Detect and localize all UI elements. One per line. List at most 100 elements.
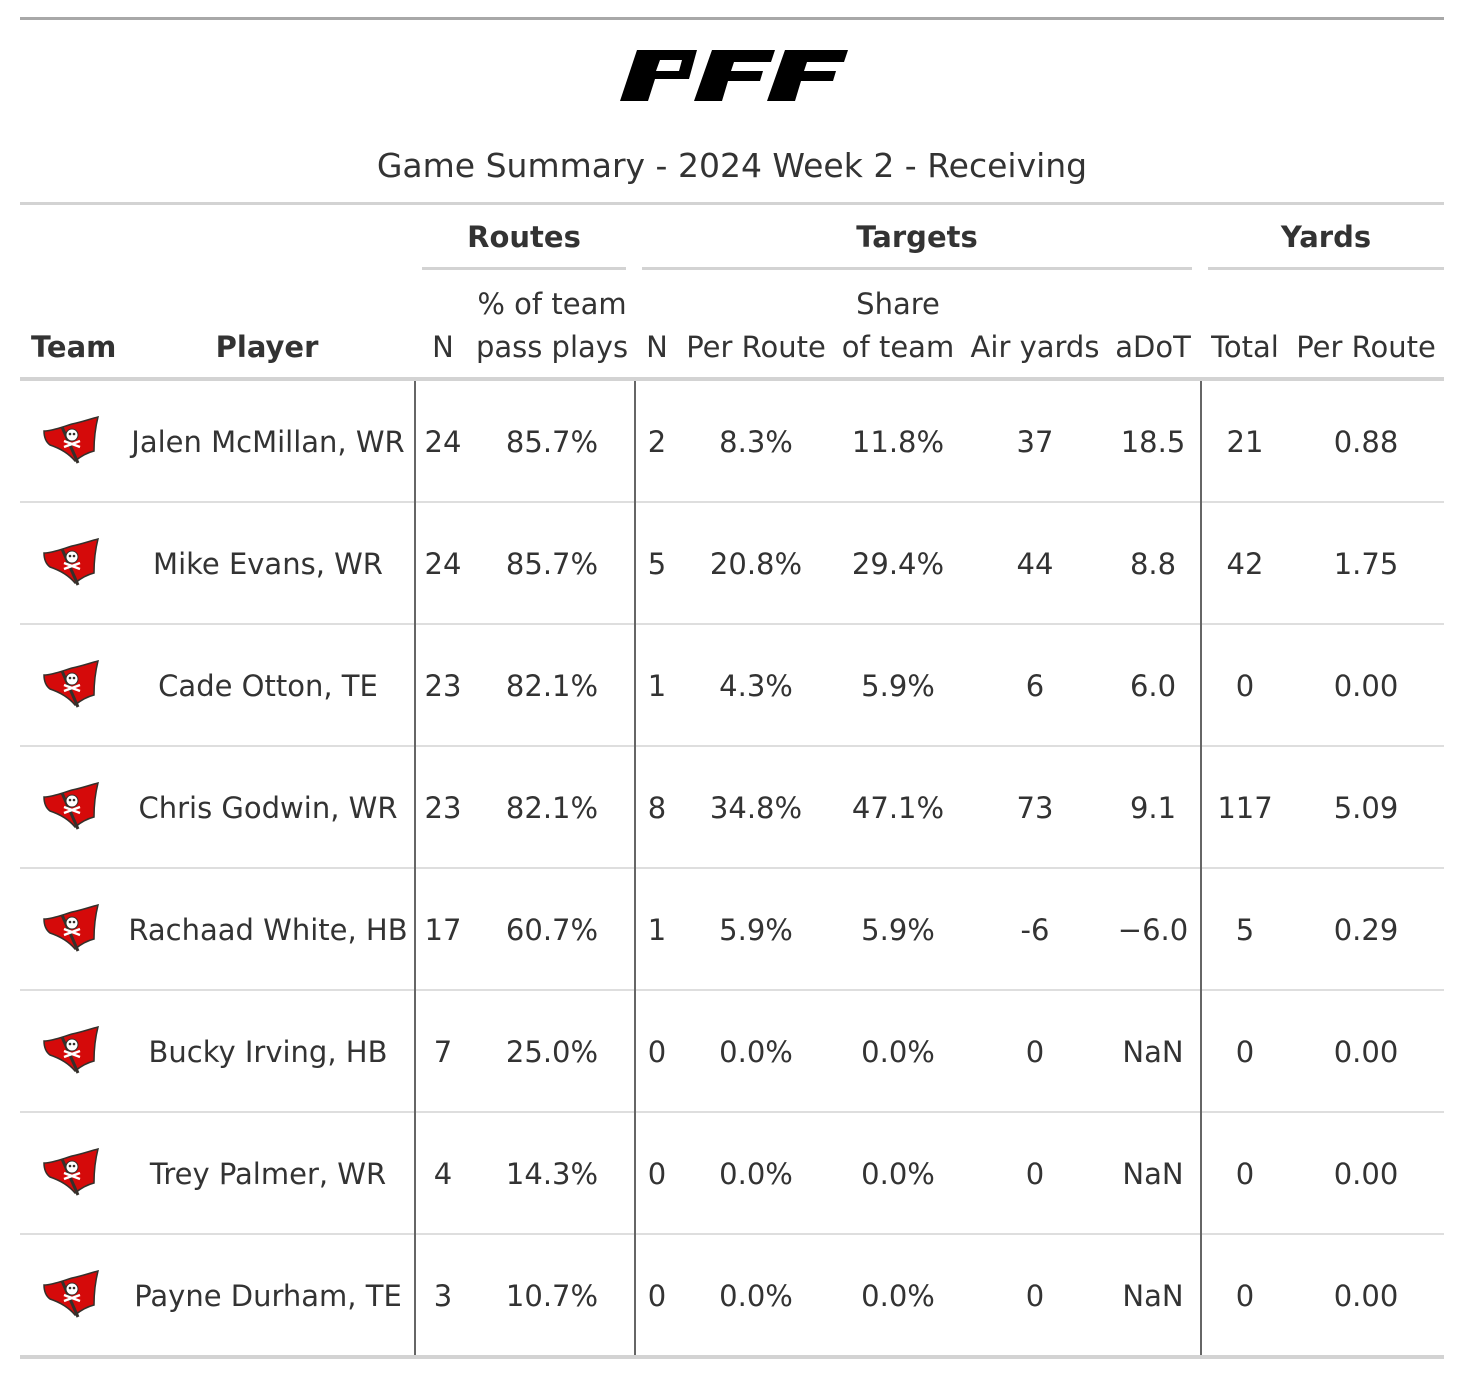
spanner-routes-line [422,267,626,270]
spanner-targets: Targets [856,220,978,254]
cell-targets-share: 0.0% [861,1035,935,1069]
cell-adot: 9.1 [1129,791,1177,825]
cell-routes-pct: 85.7% [505,425,599,459]
cell-yards-per-route: 0.00 [1333,1035,1399,1069]
cell-routes-pct: 85.7% [505,547,599,581]
cell-yards-total: 42 [1226,547,1264,581]
cell-routes-n: 24 [424,547,462,581]
divider-yards [1200,381,1202,1357]
cell-air-yards: 0 [1025,1035,1045,1069]
row-separator [20,1111,1444,1113]
header-rule [20,377,1444,381]
cell-air-yards: 44 [1016,547,1054,581]
table-title: Game Summary - 2024 Week 2 - Receiving [376,146,1088,185]
cell-targets-share: 5.9% [861,669,935,703]
table-row: Bucky Irving, HB 7 25.0% 0 0.0% 0.0% 0 NaN 0 0.00 [20,991,1444,1113]
cell-routes-pct: 82.1% [505,791,599,825]
cell-targets-per-route: 20.8% [709,547,803,581]
cell-player: Payne Durham, TE [134,1279,402,1313]
cell-targets-per-route: 34.8% [709,791,803,825]
cell-targets-share: 11.8% [851,425,945,459]
col-targets-per-route: Per Route [686,330,826,364]
spanner-yards: Yards [1280,220,1372,254]
cell-routes-n: 3 [433,1279,453,1313]
cell-targets-n: 1 [647,913,667,947]
cell-targets-n: 0 [647,1279,667,1313]
cell-targets-per-route: 8.3% [719,425,793,459]
cell-adot: NaN [1122,1279,1184,1313]
row-separator [20,501,1444,503]
cell-routes-n: 17 [424,913,462,947]
cell-yards-total: 0 [1235,1279,1255,1313]
cell-yards-total: 5 [1235,913,1255,947]
divider-routes [414,381,416,1357]
cell-targets-per-route: 0.0% [719,1157,793,1191]
cell-targets-per-route: 5.9% [719,913,793,947]
cell-targets-n: 5 [647,547,667,581]
cell-targets-share: 0.0% [861,1279,935,1313]
buccaneers-flag-icon [42,415,100,465]
col-routes-n: N [432,330,454,364]
buccaneers-flag-icon [42,659,100,709]
pff-logo [620,50,848,101]
table-row: Mike Evans, WR 24 85.7% 5 20.8% 29.4% 44 8.8 42 1… [20,503,1444,625]
spanner-routes: Routes [467,220,581,254]
buccaneers-flag-icon [42,537,100,587]
cell-targets-share: 5.9% [861,913,935,947]
cell-routes-n: 24 [424,425,462,459]
cell-routes-n: 23 [424,791,462,825]
cell-targets-share: 29.4% [851,547,945,581]
cell-adot: −6.0 [1117,913,1189,947]
col-routes-pct-line2: pass plays [475,330,629,364]
cell-routes-pct: 82.1% [505,669,599,703]
cell-player: Bucky Irving, HB [148,1035,388,1069]
cell-routes-pct: 14.3% [505,1157,599,1191]
top-rule [20,17,1444,20]
cell-air-yards: 0 [1025,1279,1045,1313]
row-separator [20,745,1444,747]
table-row: Payne Durham, TE 3 10.7% 0 0.0% 0.0% 0 NaN 0 0.00 [20,1235,1444,1357]
buccaneers-flag-icon [42,1269,100,1319]
cell-adot: NaN [1122,1157,1184,1191]
cell-yards-total: 0 [1235,1157,1255,1191]
cell-adot: NaN [1122,1035,1184,1069]
row-separator [20,867,1444,869]
cell-adot: 6.0 [1129,669,1177,703]
cell-air-yards: 73 [1016,791,1054,825]
col-yards-total: Total [1211,330,1279,364]
bottom-rule [20,1355,1444,1359]
row-separator [20,989,1444,991]
cell-yards-per-route: 5.09 [1333,791,1399,825]
cell-player: Mike Evans, WR [153,547,383,581]
cell-adot: 18.5 [1120,425,1186,459]
title-rule [20,202,1444,205]
cell-yards-total: 0 [1235,1035,1255,1069]
divider-targets [634,381,636,1357]
col-air-yards: Air yards [970,330,1100,364]
buccaneers-flag-icon [42,903,100,953]
table-row: Trey Palmer, WR 4 14.3% 0 0.0% 0.0% 0 NaN 0 0.00 [20,1113,1444,1235]
col-share-line1: Share [856,287,940,321]
cell-targets-n: 8 [647,791,667,825]
cell-targets-n: 0 [647,1157,667,1191]
col-routes-pct-line1: % of team [477,287,627,321]
cell-adot: 8.8 [1129,547,1177,581]
cell-targets-per-route: 4.3% [719,669,793,703]
col-adot: aDoT [1115,330,1191,364]
cell-yards-total: 0 [1235,669,1255,703]
row-separator [20,1233,1444,1235]
cell-yards-per-route: 0.00 [1333,1279,1399,1313]
cell-targets-share: 47.1% [851,791,945,825]
cell-targets-n: 0 [647,1035,667,1069]
cell-air-yards: 37 [1016,425,1054,459]
cell-air-yards: 0 [1025,1157,1045,1191]
row-separator [20,623,1444,625]
cell-targets-n: 2 [647,425,667,459]
cell-air-yards: 6 [1025,669,1045,703]
cell-yards-per-route: 0.00 [1333,669,1399,703]
col-share-line2: of team [841,330,955,364]
cell-yards-per-route: 0.88 [1333,425,1399,459]
cell-player: Chris Godwin, WR [138,791,398,825]
spanner-targets-line [642,267,1192,270]
col-player: Player [215,330,319,364]
